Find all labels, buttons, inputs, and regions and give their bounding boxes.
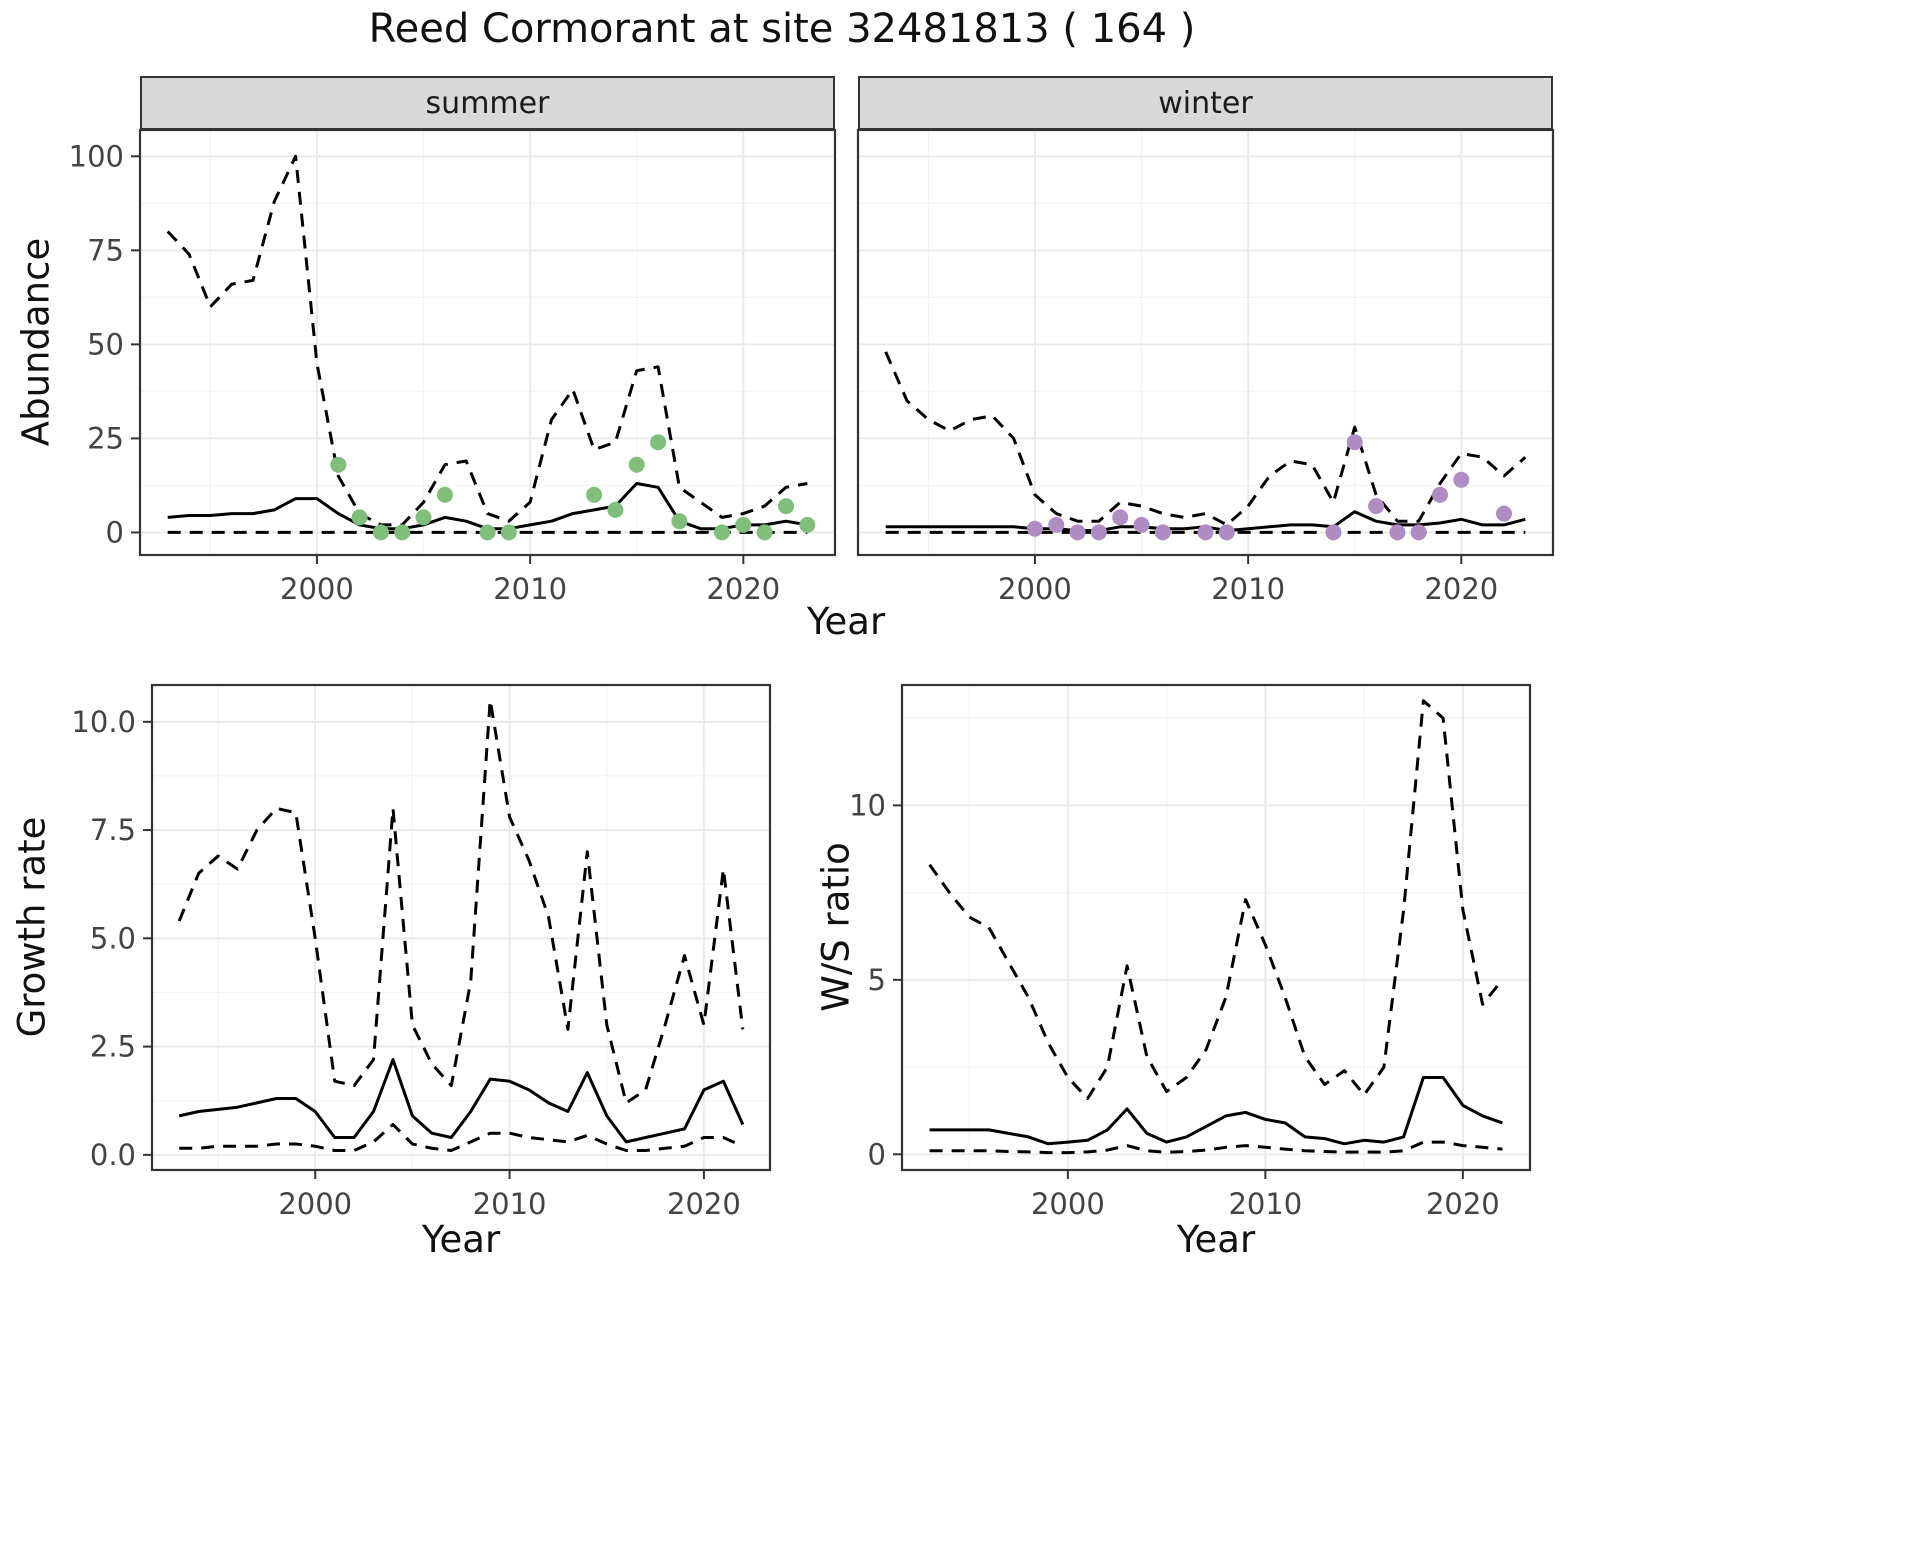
series-group — [884, 351, 1527, 541]
point-observed-summer — [671, 513, 688, 530]
point-observed-winter — [1410, 524, 1427, 541]
point-observed-summer — [756, 524, 773, 541]
point-observed-winter — [1389, 524, 1406, 541]
panel-background — [858, 130, 1553, 555]
point-observed-winter — [1325, 524, 1342, 541]
line-lower-ci — [929, 1140, 1503, 1155]
y-axis-title-growth-rate: Growth rate — [10, 816, 54, 1038]
line-upper-ci — [177, 698, 745, 1105]
panel-background — [902, 685, 1530, 1170]
panel-winter: 2000 2010 2020 — [856, 128, 1555, 606]
x-tick-label: 2000 — [278, 1187, 352, 1221]
panel-growth: 2000 2010 2020 0.0 2.5 5.0 7.5 10.0 — [71, 683, 772, 1221]
x-tick-label: 2000 — [1031, 1187, 1105, 1221]
point-observed-winter — [1026, 520, 1043, 537]
point-observed-winter — [1090, 524, 1107, 541]
panel-border — [138, 128, 837, 557]
x-axis-title-year-top: Year — [806, 600, 886, 643]
x-tick-label: 2000 — [280, 572, 354, 606]
y-tick-label: 0 — [868, 1137, 886, 1171]
y-tick-label: 0.0 — [90, 1138, 136, 1172]
point-observed-summer — [586, 486, 603, 503]
y-tick-label: 10.0 — [71, 705, 136, 739]
x-tick-label: 2010 — [1211, 572, 1285, 606]
x-tick-label: 2010 — [473, 1187, 547, 1221]
points-group-observed-summer — [330, 434, 816, 541]
line-median — [929, 1076, 1503, 1146]
y-tick-label: 50 — [87, 327, 124, 361]
point-observed-winter — [1112, 509, 1129, 526]
series-group — [177, 698, 745, 1152]
y-tick-label: 2.5 — [90, 1030, 136, 1064]
line-upper-ci — [166, 154, 808, 527]
y-tick-label: 100 — [69, 139, 124, 173]
line-upper-ci — [884, 351, 1527, 527]
x-tick-label: 2020 — [706, 572, 780, 606]
point-observed-summer — [500, 524, 517, 541]
point-observed-winter — [1197, 524, 1214, 541]
facet-strip-winter-label: winter — [1158, 85, 1253, 121]
point-observed-summer — [799, 516, 816, 533]
point-observed-winter — [1048, 516, 1065, 533]
panel-summer: 2000 2010 2020 0 25 50 75 100 — [69, 128, 837, 606]
point-observed-winter — [1432, 486, 1448, 503]
point-observed-winter — [1496, 505, 1512, 522]
y-tick-label: 7.5 — [90, 813, 136, 847]
point-observed-winter — [1368, 498, 1385, 515]
x-tick-label: 2020 — [667, 1187, 741, 1221]
point-observed-winter — [1218, 524, 1235, 541]
y-tick-label: 0 — [106, 515, 124, 549]
line-median — [178, 1058, 745, 1144]
figure-title: Reed Cormorant at site 32481813 ( 164 ) — [368, 6, 1196, 52]
y-axis-title-ws-ratio: W/S ratio — [814, 842, 858, 1012]
x-axis-title-year-ws: Year — [1176, 1218, 1256, 1261]
panel-border — [856, 128, 1555, 557]
x-tick-label: 2010 — [1228, 1187, 1302, 1221]
panel-background — [140, 130, 835, 555]
point-observed-summer — [415, 509, 432, 526]
point-observed-summer — [735, 516, 752, 533]
point-observed-summer — [714, 524, 730, 541]
panel-ws: 2000 2010 2020 0 5 10 — [849, 683, 1532, 1221]
facet-strip-winter: winter — [858, 76, 1553, 130]
y-tick-label: 5.0 — [90, 921, 136, 955]
x-tick-label: 2000 — [998, 572, 1072, 606]
x-axis-title-year-growth: Year — [421, 1218, 501, 1261]
point-observed-summer — [479, 524, 496, 541]
line-lower-ci — [179, 1123, 744, 1152]
points-group-observed-winter — [1026, 434, 1512, 541]
panel-border — [150, 683, 772, 1172]
panel-background — [152, 685, 770, 1170]
point-observed-winter — [1346, 434, 1363, 451]
point-observed-summer — [778, 498, 794, 515]
line-upper-ci — [928, 699, 1504, 1100]
y-tick-label: 10 — [849, 788, 886, 822]
point-observed-winter — [1069, 524, 1086, 541]
point-observed-winter — [1133, 516, 1150, 533]
point-observed-summer — [372, 524, 389, 541]
point-observed-summer — [628, 456, 645, 473]
series-group — [928, 699, 1504, 1155]
y-tick-label: 5 — [868, 963, 886, 997]
point-observed-summer — [607, 501, 624, 518]
point-observed-winter — [1154, 524, 1171, 541]
series-group — [166, 154, 816, 541]
y-tick-label: 75 — [87, 233, 124, 267]
point-observed-summer — [330, 456, 347, 473]
x-tick-label: 2010 — [493, 572, 567, 606]
panel-border — [900, 683, 1532, 1172]
point-observed-summer — [650, 434, 667, 451]
point-observed-summer — [394, 524, 411, 541]
y-axis-title-abundance: Abundance — [14, 237, 58, 447]
facet-strip-summer: summer — [140, 76, 835, 130]
facet-strip-summer-label: summer — [425, 85, 550, 121]
point-observed-summer — [436, 486, 453, 503]
point-observed-winter — [1453, 471, 1470, 488]
y-tick-label: 25 — [87, 421, 124, 455]
x-tick-label: 2020 — [1424, 572, 1498, 606]
point-observed-summer — [351, 509, 368, 526]
x-tick-label: 2020 — [1426, 1187, 1500, 1221]
